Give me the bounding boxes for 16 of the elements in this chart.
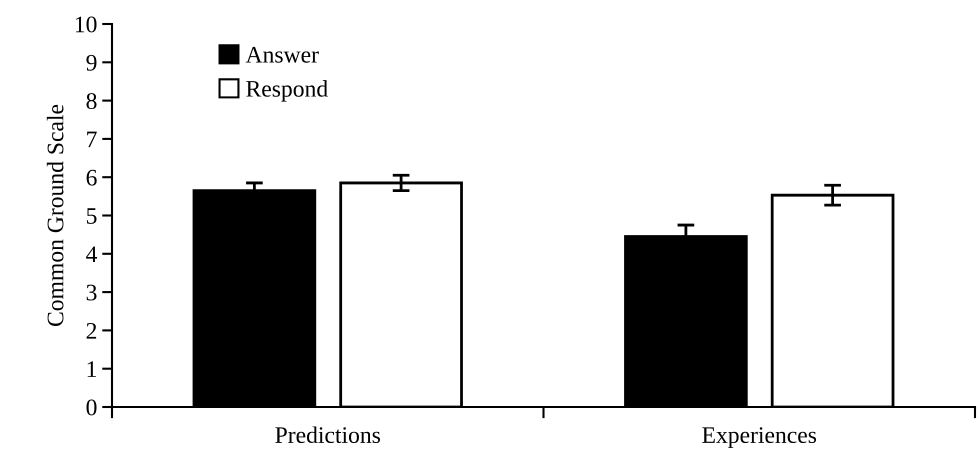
y-tick-label: 2 — [86, 322, 96, 339]
legend-label: Respond — [246, 80, 328, 102]
y-axis-title: Common Ground Scale — [46, 104, 64, 326]
y-tick-label: 10 — [76, 16, 97, 32]
y-tick-label: 5 — [86, 208, 96, 224]
y-tick-label: 4 — [86, 246, 98, 262]
x-tick-label: Predictions — [275, 426, 380, 444]
y-tick-label: 1 — [88, 361, 96, 377]
y-tick-label: 8 — [86, 93, 97, 110]
legend-label: Answer — [246, 46, 319, 63]
x-tick-label: Experiences — [702, 427, 816, 448]
y-tick-label: 0 — [86, 399, 97, 416]
y-tick-label: 6 — [86, 170, 97, 186]
y-tick-label: 9 — [86, 54, 96, 71]
y-tick-label: 7 — [87, 132, 97, 148]
y-tick-label: 3 — [86, 284, 96, 301]
